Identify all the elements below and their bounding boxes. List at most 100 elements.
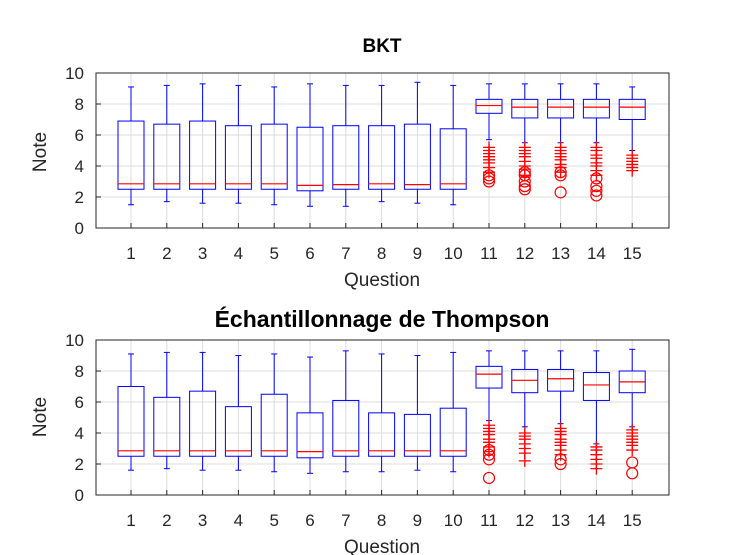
y-tick-label: 0 [75,219,84,238]
x-tick-label: 10 [444,511,463,530]
thompson-panel: Échantillonnage de Thompson Question Not… [30,305,670,555]
box-group-9 [403,355,431,471]
box-group-5 [260,86,288,206]
outlier-circle [518,166,531,179]
plot-frame [95,339,670,496]
iqr-box [332,125,360,190]
box-group-11 [475,83,503,188]
outlier-circle [590,189,603,202]
box-group-2 [153,84,181,203]
box-marks [117,348,646,485]
x-tick-label: 15 [623,511,642,530]
x-axis-label: Question [344,270,420,291]
outlier-plus [483,419,495,432]
x-tick-label: 15 [623,244,642,263]
y-tick-label: 10 [65,64,84,83]
y-tick-label: 8 [75,95,84,114]
outlier-circle [554,457,567,471]
x-tick-label: 2 [162,511,171,530]
x-tick-label: 11 [480,511,498,530]
iqr-box [260,123,288,190]
outlier-circle [554,453,567,466]
iqr-box [296,412,324,459]
x-tick-label: 4 [234,244,243,263]
x-tick-label: 3 [198,244,207,263]
box-group-14 [582,350,610,475]
x-tick-label: 3 [198,511,207,530]
plot-frame [95,72,670,229]
y-axis-label: Note [30,397,51,437]
x-tick-label: 7 [341,244,350,263]
x-tick-label: 10 [444,244,463,263]
chart-title: BKT [362,36,401,57]
outlier-circle [518,183,531,196]
outlier-circle [590,180,603,193]
box-group-7 [332,350,360,473]
x-tick-label: 5 [269,244,278,263]
x-tick-label: 5 [269,511,278,530]
iqr-box [582,98,610,119]
iqr-box [296,126,324,192]
box-group-14 [582,83,610,202]
outlier-circle [482,169,496,182]
box-group-3 [189,351,217,471]
box-group-12 [511,83,539,196]
grid-lines [96,73,669,228]
x-tick-label: 13 [551,511,570,530]
y-tick-label: 8 [75,362,84,381]
outlier-circle [590,172,603,185]
x-tick-label: 7 [341,511,350,530]
box-group-10 [439,84,467,206]
outlier-plus [554,422,567,435]
x-tick-label: 12 [515,511,534,530]
x-tick-label: 1 [126,511,135,530]
x-tick-label: 8 [377,244,386,263]
outlier-plus [554,141,567,154]
x-tick-label: 14 [587,244,606,263]
box-group-7 [332,84,360,207]
y-tick-label: 4 [75,157,84,176]
iqr-box [153,396,181,457]
x-tick-label: 12 [515,244,534,263]
box-marks [117,81,646,207]
iqr-box [224,125,252,190]
x-tick-label: 8 [377,511,386,530]
box-group-1 [117,353,145,471]
outlier-plus [483,141,495,154]
outlier-plus [626,149,639,162]
iqr-box [332,399,360,457]
iqr-box [475,98,503,114]
iqr-box [189,120,217,190]
outlier-circle [482,448,496,461]
iqr-box [368,412,396,457]
iqr-box [439,407,467,457]
outlier-plus [590,141,603,154]
box-group-4 [224,355,252,471]
y-tick-label: 2 [75,455,84,474]
box-group-12 [511,350,539,467]
x-tick-label: 9 [413,244,422,263]
iqr-box [582,372,610,401]
box-group-9 [403,81,431,204]
iqr-box [153,123,181,190]
iqr-box [368,125,396,190]
x-tick-label: 1 [126,244,135,263]
iqr-box [189,390,217,457]
y-tick-label: 0 [75,486,84,505]
iqr-box [439,128,467,190]
outlier-circle [554,186,567,199]
y-tick-label: 6 [75,126,84,145]
box-group-3 [189,83,217,204]
box-group-4 [224,84,252,204]
box-group-1 [117,86,145,206]
box-group-8 [368,84,396,203]
iqr-box [475,365,503,389]
y-axis-label: Note [30,132,51,172]
outlier-circle [554,166,567,179]
x-tick-label: 4 [234,511,243,530]
outlier-circle [482,443,496,457]
